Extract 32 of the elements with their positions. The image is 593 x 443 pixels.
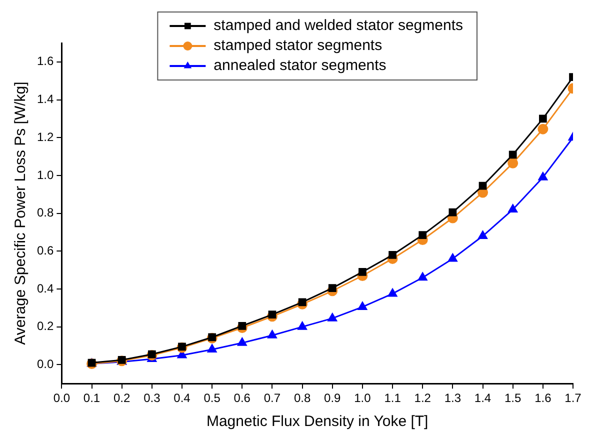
x-tick-label: 0.2 [113, 391, 130, 406]
x-tick-label: 1.4 [474, 391, 492, 406]
y-tick-label: 1.2 [36, 130, 54, 144]
x-tick-label: 1.2 [414, 391, 432, 406]
x-tick-label: 1.0 [354, 391, 372, 406]
x-tick-label: 0.0 [53, 391, 70, 406]
x-tick-label: 1.1 [384, 391, 402, 406]
y-tick-label: 1.6 [36, 54, 54, 68]
x-tick-label: 1.3 [444, 391, 462, 406]
x-tick-label: 1.6 [534, 391, 552, 406]
y-axis-title: Average Specific Power Loss Ps [W/kg] [12, 82, 30, 345]
x-tick-label: 0.3 [144, 391, 161, 406]
y-tick-label: 1.4 [36, 92, 54, 106]
y-tick-label: 0.6 [36, 243, 54, 258]
x-tick-label: 1.5 [504, 391, 522, 406]
x-tick-label: 0.9 [324, 391, 342, 406]
x-axis-title: Magnetic Flux Density in Yoke [T] [206, 413, 428, 430]
y-tick-label: 0.4 [36, 281, 54, 296]
x-tick-label: 0.6 [234, 391, 251, 406]
x-tick-label: 0.7 [264, 391, 281, 406]
x-tick-label: 0.4 [174, 391, 191, 406]
legend-label: stamped and welded stator segments [214, 17, 463, 34]
x-tick-label: 0.1 [83, 391, 100, 406]
y-tick-label: 0.2 [36, 319, 54, 334]
y-tick-label: 0.8 [36, 206, 54, 220]
x-tick-label: 1.7 [564, 391, 582, 406]
x-tick-label: 0.8 [294, 391, 311, 406]
y-tick-label: 1.0 [36, 168, 54, 182]
legend-label: annealed stator segments [214, 57, 386, 74]
y-tick-label: 0.0 [36, 356, 54, 371]
x-tick-label: 0.5 [204, 391, 221, 406]
legend-label: stamped stator segments [214, 37, 382, 54]
